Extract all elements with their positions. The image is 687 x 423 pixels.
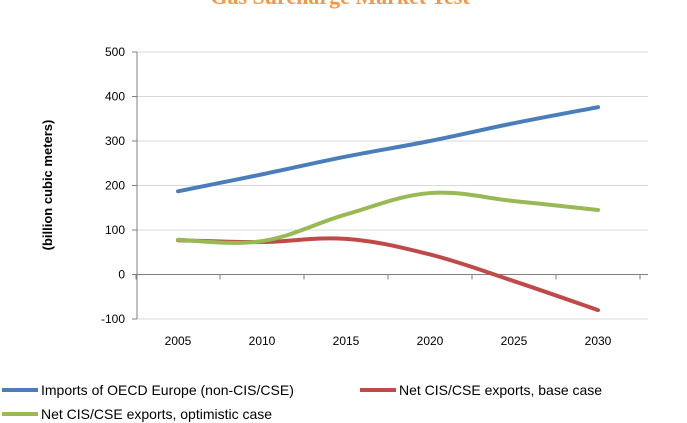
- legend-item: Imports of OECD Europe (non-CIS/CSE): [2, 382, 294, 398]
- y-tick-label: -100: [101, 312, 125, 326]
- y-tick-label: 200: [105, 179, 125, 193]
- legend-label: Net CIS/CSE exports, optimistic case: [41, 406, 272, 422]
- x-tick-label: 2020: [417, 334, 444, 348]
- y-tick-label: 300: [105, 134, 125, 148]
- x-tick-label: 2005: [165, 334, 192, 348]
- series-lines: [176, 105, 600, 313]
- x-tick-label: 2015: [333, 334, 360, 348]
- legend-item: Net CIS/CSE exports, base case: [360, 382, 602, 398]
- series-line-optimistic-case: [176, 190, 600, 245]
- x-tick-label: 2010: [249, 334, 276, 348]
- y-tick-label: 0: [118, 268, 125, 282]
- axes: [132, 51, 648, 320]
- y-tick-label: 400: [105, 90, 125, 104]
- y-axis-label: (billion cubic meters): [40, 120, 55, 251]
- legend-item: Net CIS/CSE exports, optimistic case: [2, 406, 272, 422]
- x-tick-label: 2030: [585, 334, 612, 348]
- gridlines: [137, 51, 648, 320]
- y-tick-labels: -100 0 100 200 300 400 500: [101, 45, 125, 326]
- y-tick-label: 500: [105, 45, 125, 59]
- x-tick-label: 2025: [501, 334, 528, 348]
- y-tick-label: 100: [105, 223, 125, 237]
- legend-label: Net CIS/CSE exports, base case: [399, 382, 602, 398]
- series-line-oecd-imports: [176, 105, 600, 194]
- legend-label: Imports of OECD Europe (non-CIS/CSE): [41, 382, 294, 398]
- chart-title: Gas Surcharge Market Test: [210, 0, 470, 9]
- legend: Imports of OECD Europe (non-CIS/CSE) Net …: [2, 382, 602, 422]
- x-tick-labels: 2005 2010 2015 2020 2025 2030: [165, 334, 612, 348]
